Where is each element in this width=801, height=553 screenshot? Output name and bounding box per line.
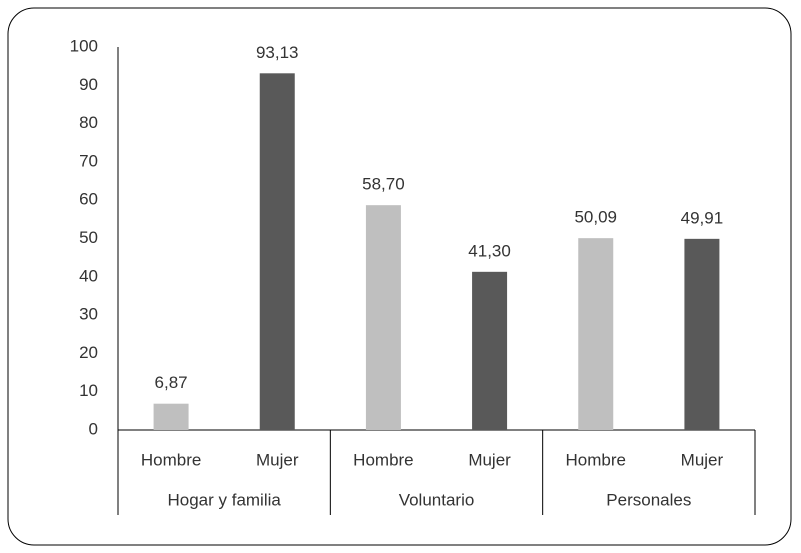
x-tick-label: Hombre <box>141 450 201 469</box>
group-label: Hogar y familia <box>167 490 281 509</box>
y-tick-label: 50 <box>79 228 98 247</box>
x-tick-label: Mujer <box>681 450 724 469</box>
data-label: 6,87 <box>155 373 188 392</box>
bar <box>578 238 614 430</box>
y-tick-label: 100 <box>70 36 98 55</box>
data-label: 93,13 <box>256 43 299 62</box>
y-tick-label: 90 <box>79 75 98 94</box>
data-label: 50,09 <box>574 208 617 227</box>
y-tick-label: 70 <box>79 151 98 170</box>
group-label: Voluntario <box>399 490 475 509</box>
y-tick-label: 30 <box>79 305 98 324</box>
y-tick-label: 80 <box>79 113 98 132</box>
group-label: Personales <box>606 490 691 509</box>
y-tick-label: 60 <box>79 190 98 209</box>
bar <box>153 403 189 430</box>
x-tick-label: Hombre <box>566 450 626 469</box>
x-tick-label: Mujer <box>256 450 299 469</box>
bar <box>365 205 401 430</box>
y-tick-label: 40 <box>79 266 98 285</box>
x-tick-label: Mujer <box>468 450 511 469</box>
bar <box>472 271 508 430</box>
y-tick-label: 10 <box>79 381 98 400</box>
bar <box>259 73 295 430</box>
data-label: 49,91 <box>681 208 724 227</box>
data-label: 41,30 <box>468 241 511 260</box>
data-label: 58,70 <box>362 175 405 194</box>
x-tick-label: Hombre <box>353 450 413 469</box>
bar <box>684 238 720 430</box>
y-tick-label: 20 <box>79 343 98 362</box>
y-tick-label: 0 <box>89 419 98 438</box>
